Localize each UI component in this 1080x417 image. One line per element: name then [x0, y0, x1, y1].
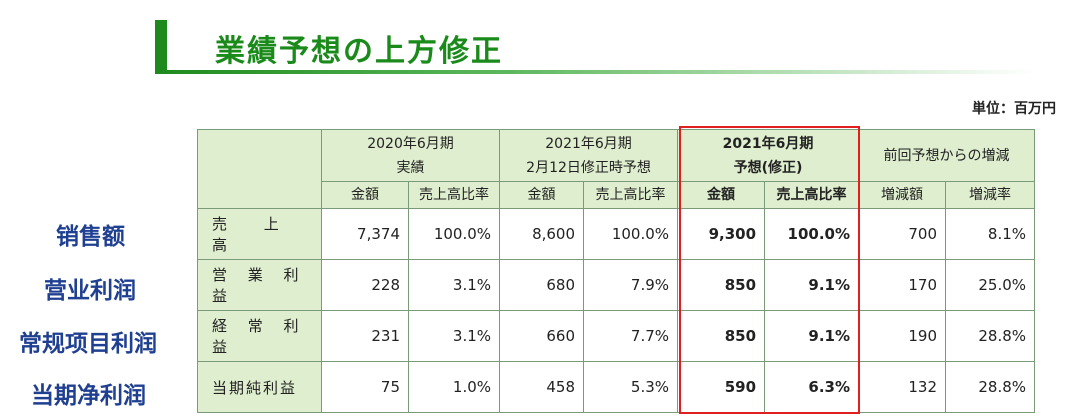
cell: 7,374	[321, 208, 409, 260]
header-2020-actual: 2020年6月期 実績	[320, 129, 501, 182]
cell: 28.8%	[945, 361, 1036, 413]
header-2021-revised-period: 2021年6月期	[722, 135, 814, 152]
header-change-amount: 増減額	[858, 181, 947, 209]
header-ratio-2020: 売上高比率	[407, 181, 501, 209]
title-accent-bar	[155, 20, 167, 72]
forecast-table: 2020年6月期 実績 2021年6月期 2月12日修正時予想 2021年6月期…	[197, 129, 1036, 413]
cell: 3.1%	[407, 310, 501, 362]
cell: 28.8%	[945, 310, 1036, 362]
cell: 25.0%	[945, 259, 1036, 311]
header-change-rate: 増減率	[945, 181, 1036, 209]
cell: 100.0%	[764, 208, 860, 260]
row-label-sales: 売 上 高	[197, 208, 322, 260]
table-row: 当期純利益 75 1.0% 458 5.3% 590 6.3% 132 28.8…	[197, 361, 1036, 413]
cell: 9.1%	[764, 310, 860, 362]
cell: 850	[677, 259, 766, 311]
header-2021-prev-forecast: 2021年6月期 2月12日修正時予想	[499, 129, 679, 182]
cell: 7.7%	[583, 310, 679, 362]
cell: 850	[677, 310, 766, 362]
title-underline	[155, 70, 1035, 74]
cell: 190	[858, 310, 947, 362]
side-label-ordinary-profit: 常规项目利润	[19, 331, 157, 357]
header-2021-prev-label: 2月12日修正時予想	[526, 159, 651, 176]
header-2021-revised-label: 予想(修正)	[733, 159, 803, 176]
cell: 8,600	[499, 208, 585, 260]
cell: 75	[321, 361, 409, 413]
cell: 5.3%	[583, 361, 679, 413]
header-amount-2021-prev: 金額	[499, 181, 585, 209]
cell: 170	[858, 259, 947, 311]
header-2021-revised: 2021年6月期 予想(修正)	[677, 129, 860, 182]
cell: 3.1%	[407, 259, 501, 311]
cell: 231	[321, 310, 409, 362]
table-row: 売 上 高 7,374 100.0% 8,600 100.0% 9,300 10…	[197, 208, 1036, 260]
cell: 458	[499, 361, 585, 413]
header-amount-2020: 金額	[321, 181, 409, 209]
header-blank	[197, 129, 322, 209]
cell: 1.0%	[407, 361, 501, 413]
header-2020-period: 2020年6月期	[367, 135, 454, 152]
header-2020-actual-label: 実績	[396, 159, 425, 176]
side-label-net-profit: 当期净利润	[31, 383, 146, 409]
cell: 7.9%	[583, 259, 679, 311]
header-change: 前回予想からの増減	[858, 129, 1036, 182]
cell: 6.3%	[764, 361, 860, 413]
row-label-operating-profit: 営 業 利 益	[197, 259, 322, 311]
cell: 8.1%	[945, 208, 1036, 260]
cell: 660	[499, 310, 585, 362]
header-2021-prev-period: 2021年6月期	[545, 135, 632, 152]
cell: 680	[499, 259, 585, 311]
header-ratio-2021-revised: 売上高比率	[764, 181, 860, 209]
title-bar: 業績予想の上方修正	[155, 20, 1035, 74]
cell: 9.1%	[764, 259, 860, 311]
header-amount-2021-revised: 金額	[677, 181, 766, 209]
row-label-ordinary-profit: 経 常 利 益	[197, 310, 322, 362]
side-label-sales: 销售额	[56, 224, 125, 250]
cell: 228	[321, 259, 409, 311]
table-row: 営 業 利 益 228 3.1% 680 7.9% 850 9.1% 170 2…	[197, 259, 1036, 311]
cell: 700	[858, 208, 947, 260]
side-label-operating-profit: 营业利润	[44, 278, 136, 304]
header-ratio-2021-prev: 売上高比率	[583, 181, 679, 209]
cell: 100.0%	[407, 208, 501, 260]
cell: 132	[858, 361, 947, 413]
cell: 9,300	[677, 208, 766, 260]
page-title: 業績予想の上方修正	[215, 34, 503, 69]
table-row: 経 常 利 益 231 3.1% 660 7.7% 850 9.1% 190 2…	[197, 310, 1036, 362]
unit-label: 単位：百万円	[972, 101, 1056, 117]
cell: 100.0%	[583, 208, 679, 260]
cell: 590	[677, 361, 766, 413]
row-label-net-profit: 当期純利益	[197, 361, 322, 413]
